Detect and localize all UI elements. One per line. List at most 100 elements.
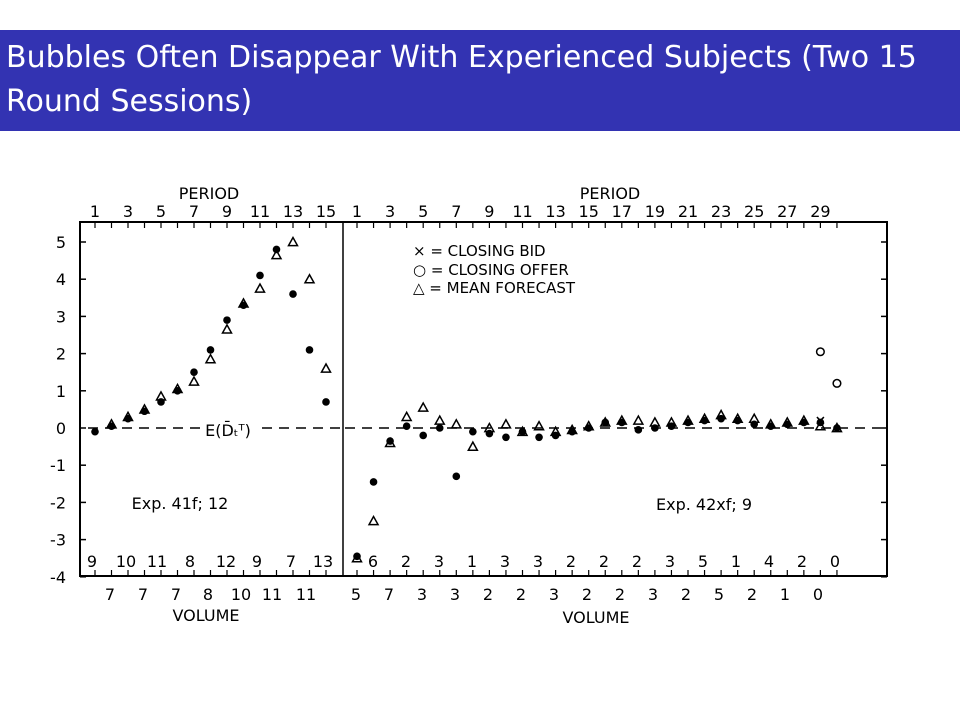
left-volume-row1-label: 9	[87, 552, 97, 571]
right-volume-label: VOLUME	[563, 608, 630, 627]
right-annotation: Exp. 42xf; 9	[656, 495, 752, 514]
right-point-filled-circle	[800, 418, 808, 427]
left-point-filled-circle	[91, 427, 99, 436]
right-point-filled-circle	[667, 422, 676, 430]
left-period-tick-label: 5	[156, 202, 166, 221]
left-volume-row1-label: 12	[216, 552, 236, 571]
right-point-triangle	[417, 401, 429, 412]
left-point-filled-circle	[256, 271, 264, 280]
right-point-triangle	[367, 514, 380, 526]
left-point-triangle	[138, 403, 151, 414]
right-point-filled-circle	[833, 424, 841, 432]
right-point-filled-circle	[717, 414, 725, 423]
right-point-filled-circle	[386, 437, 394, 445]
slide-title-bar: Bubbles Often Disappear With Experienced…	[0, 30, 960, 131]
right-volume-row1-label: 4	[764, 552, 774, 571]
right-point-triangle	[500, 418, 512, 429]
right-volume-row2-label: 3	[549, 585, 559, 604]
right-point-triangle	[433, 414, 446, 425]
chart-frame	[79, 221, 888, 577]
left-volume-row2-label: 11	[296, 585, 316, 604]
left-volume-row2-label: 7	[171, 585, 181, 604]
y-tick-label: -3	[50, 531, 66, 550]
right-point-open-circle	[815, 347, 825, 357]
left-volume-row2-label: 7	[138, 585, 148, 604]
right-period-tick-label: 9	[484, 202, 494, 221]
left-volume-row1-label: 13	[313, 552, 333, 571]
right-volume-row2-label: 2	[582, 585, 592, 604]
right-period-tick-label: 25	[744, 202, 764, 221]
right-volume-row1-label: 5	[698, 552, 708, 571]
bubble-charts: PERIOD VOLUME E(D̄ₜᵀ) Exp. 41f; 12 PERIO…	[50, 184, 888, 627]
right-point-filled-circle	[353, 552, 361, 561]
right-point-filled-circle	[551, 431, 560, 440]
left-point-filled-circle	[190, 368, 198, 376]
right-volume-row1-label: 1	[731, 552, 741, 571]
left-period-tick-label: 13	[283, 202, 303, 221]
right-point-filled-circle	[535, 433, 543, 442]
right-volume-row1-label: 6	[368, 552, 378, 571]
left-point-triangle	[155, 390, 167, 401]
right-period-tick-label: 11	[512, 202, 532, 221]
right-period-tick-label: 15	[579, 202, 599, 221]
right-legend-forecast: △ = MEAN FORECAST	[413, 279, 576, 297]
right-point-filled-circle	[651, 424, 659, 432]
right-point-open-circle	[832, 378, 842, 388]
right-volume-row1-label: 2	[599, 552, 609, 571]
right-point-filled-circle	[750, 420, 758, 429]
y-tick-label: 2	[56, 345, 66, 364]
right-point-triangle	[632, 414, 645, 425]
right-point-filled-circle	[601, 418, 610, 427]
right-volume-row2-label: 5	[714, 585, 724, 604]
right-volume-row2-label: 7	[384, 585, 394, 604]
right-point-filled-circle	[618, 418, 626, 427]
left-period-tick-label: 11	[250, 202, 270, 221]
left-period-tick-label: 9	[222, 202, 232, 221]
right-point-triangle	[450, 418, 463, 429]
slide-title: Bubbles Often Disappear With Experienced…	[6, 40, 917, 119]
right-point-filled-circle	[568, 427, 576, 436]
left-period-label: PERIOD	[179, 184, 240, 203]
right-volume-row2-label: 2	[681, 585, 691, 604]
left-reference-label: E(D̄ₜᵀ)	[205, 421, 251, 440]
right-volume-row1-label: 2	[401, 552, 411, 571]
right-period-tick-label: 17	[612, 202, 632, 221]
right-period-tick-label: 5	[418, 202, 428, 221]
right-point-filled-circle	[419, 431, 428, 440]
left-volume-label: VOLUME	[173, 606, 240, 625]
right-period-tick-label: 19	[645, 202, 665, 221]
right-volume-row1-label: 2	[632, 552, 642, 571]
right-point-filled-circle	[816, 418, 825, 427]
right-point-filled-circle	[485, 429, 494, 438]
left-volume-row1-label: 9	[252, 552, 262, 571]
right-period-tick-label: 23	[711, 202, 731, 221]
left-point-filled-circle	[289, 290, 297, 298]
y-tick-label: -2	[50, 493, 66, 512]
right-panel: PERIOD VOLUME × = CLOSING BID ○ = CLOSIN…	[413, 184, 752, 627]
right-period-tick-label: 3	[385, 202, 395, 221]
left-period-tick-label: 7	[189, 202, 199, 221]
left-period-tick-label: 3	[123, 202, 133, 221]
left-volume-row2-label: 7	[105, 585, 115, 604]
left-point-triangle	[188, 375, 200, 386]
right-volume-row2-label: 3	[417, 585, 427, 604]
left-period-tick-label: 1	[90, 202, 100, 221]
left-annotation: Exp. 41f; 12	[132, 494, 229, 513]
right-volume-row1-label: 3	[533, 552, 543, 571]
right-period-label: PERIOD	[580, 184, 641, 203]
left-volume-row2-label: 11	[262, 585, 282, 604]
y-tick-label: -1	[50, 456, 66, 475]
right-point-triangle	[533, 420, 545, 431]
right-period-tick-label: 7	[451, 202, 461, 221]
right-volume-row1-label: 2	[797, 552, 807, 571]
right-period-tick-label: 29	[810, 202, 830, 221]
left-point-triangle	[122, 410, 134, 422]
right-legend-bid: × = CLOSING BID	[413, 242, 546, 260]
right-legend-offer: ○ = CLOSING OFFER	[413, 261, 569, 279]
left-point-triangle	[204, 353, 217, 364]
right-period-tick-label: 27	[777, 202, 797, 221]
right-volume-row1-label: 3	[500, 552, 510, 571]
left-point-triangle	[287, 235, 299, 247]
y-tick-label: 3	[56, 307, 66, 326]
right-volume-row2-label: 5	[351, 585, 361, 604]
